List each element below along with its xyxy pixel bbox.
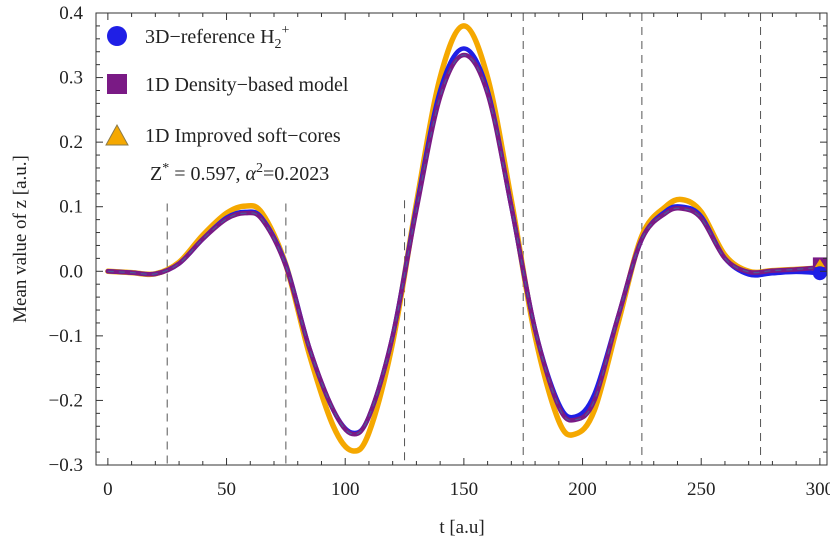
- y-tick-label: 0.1: [59, 197, 83, 218]
- y-tick-label: −0.1: [49, 326, 83, 347]
- y-tick-label: 0.3: [59, 68, 83, 89]
- end-marker-triangle: [814, 259, 825, 268]
- end-marker-circle: [812, 266, 827, 281]
- legend-marker-circle: [107, 26, 127, 46]
- x-tick-label: 150: [450, 479, 479, 500]
- series-line-square: [105, 52, 823, 437]
- legend-entry-3d-reference: 3D−reference H2+: [145, 23, 290, 52]
- legend-entry-improved-soft-cores: 1D Improved soft−cores: [145, 125, 341, 147]
- legend: 3D−reference H2+ 1D Density−based model …: [105, 23, 349, 185]
- y-tick-label: 0.2: [59, 132, 83, 153]
- x-tick-label: 0: [103, 479, 113, 500]
- annotation-z-alpha: Z* = 0.597, α2=0.2023: [150, 161, 329, 185]
- y-tick-label: 0.0: [59, 261, 83, 282]
- x-tick-label: 200: [568, 479, 597, 500]
- y-axis-label: Mean value of z [a.u.]: [10, 155, 31, 323]
- legend-marker-triangle: [105, 123, 129, 146]
- series-layer: [105, 23, 823, 454]
- x-tick-label: 250: [687, 479, 716, 500]
- x-axis-label: t [a.u]: [439, 517, 484, 538]
- x-tick-label: 300: [806, 479, 830, 500]
- ticks: 0 50 100 150 200 250 300 −0.3 −0.2 −0.1 0.0 0.1 0.2 0…: [49, 3, 830, 500]
- plot-border: [95, 12, 828, 466]
- legend-entry-density-model: 1D Density−based model: [145, 74, 349, 96]
- y-tick-label: −0.3: [49, 455, 83, 476]
- end-markers: [812, 257, 827, 281]
- y-tick-label: 0.4: [59, 3, 83, 24]
- series-centre-dashed: [107, 54, 820, 435]
- x-tick-label: 50: [217, 479, 236, 500]
- legend-marker-square: [107, 74, 127, 94]
- x-tick-label: 100: [331, 479, 360, 500]
- series-line-triangle: [105, 23, 823, 454]
- plot-frame: [95, 12, 828, 466]
- y-tick-label: −0.2: [49, 390, 83, 411]
